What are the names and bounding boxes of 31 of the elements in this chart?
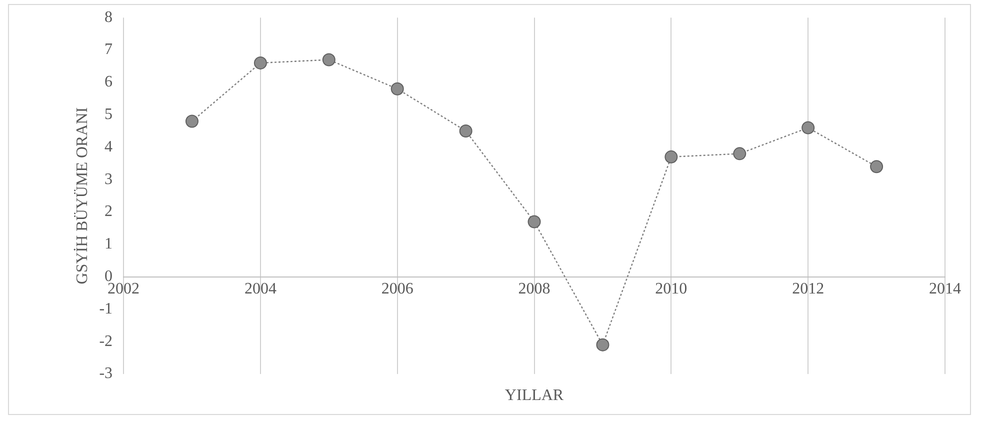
y-tick-label: 5 xyxy=(104,106,113,124)
y-tick-label: 7 xyxy=(104,41,113,58)
y-axis-title: GSYİH BÜYÜME ORANI xyxy=(72,107,91,284)
x-tick-label: 2014 xyxy=(929,280,961,298)
x-tick-label: 2010 xyxy=(655,280,688,298)
point xyxy=(459,124,472,138)
point xyxy=(254,56,267,70)
y-tick-label: -1 xyxy=(99,300,113,318)
point xyxy=(802,121,815,134)
y-tick-label: -3 xyxy=(99,365,113,382)
point xyxy=(322,53,336,66)
point xyxy=(596,338,610,352)
y-tick-label: 1 xyxy=(104,236,113,253)
x-tick-label: 2006 xyxy=(381,280,414,298)
x-tick-label: 2002 xyxy=(108,280,140,298)
y-tick-label: -2 xyxy=(99,332,113,350)
y-tick-label: 2 xyxy=(104,203,113,220)
point xyxy=(185,114,198,128)
x-tick-label: 2008 xyxy=(518,280,550,298)
x-axis-title: YILLAR xyxy=(504,387,564,404)
point xyxy=(870,160,884,174)
point xyxy=(390,82,404,96)
y-tick-label: 8 xyxy=(104,8,113,26)
point xyxy=(733,147,746,160)
point xyxy=(664,150,678,164)
y-tick-label: 6 xyxy=(104,74,113,91)
x-tick-label: 2004 xyxy=(244,280,276,298)
x-tick-label: 2012 xyxy=(792,280,824,298)
point xyxy=(528,215,541,228)
y-tick-label: 4 xyxy=(104,138,113,156)
y-tick-label: 3 xyxy=(104,170,113,188)
